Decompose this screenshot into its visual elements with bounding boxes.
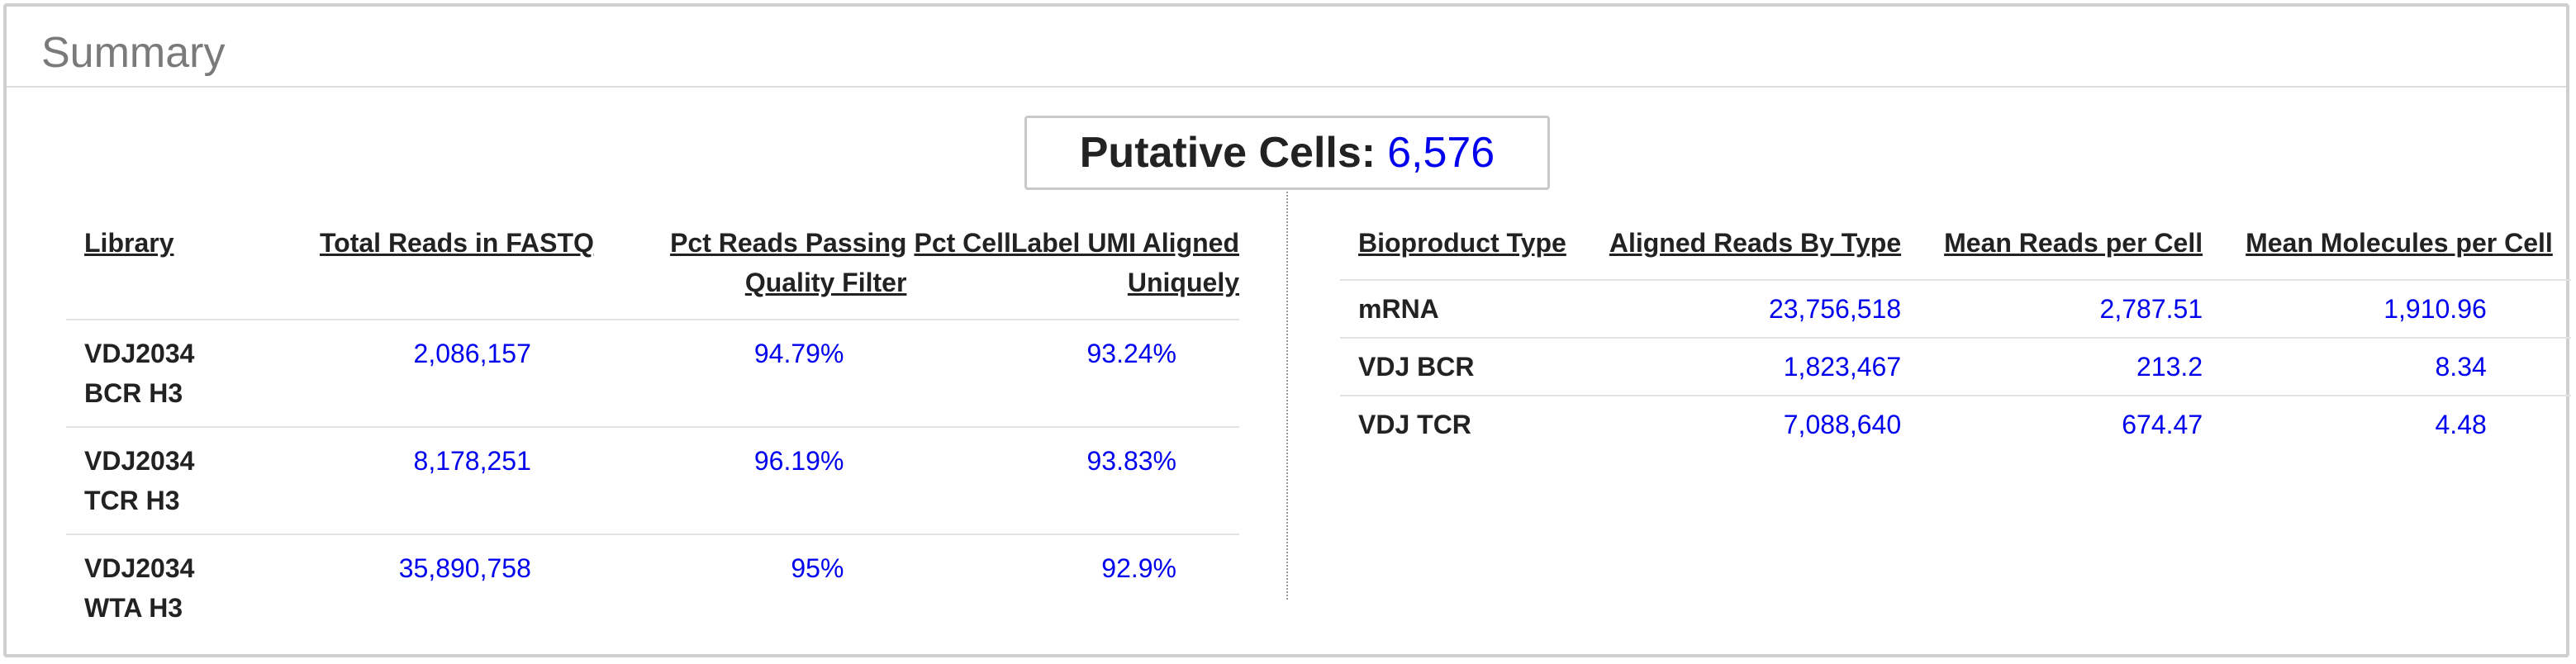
column-divider — [1286, 192, 1288, 600]
library-name: VDJ2034 TCR H3 — [84, 446, 195, 515]
panel-title: Summary — [41, 29, 226, 77]
bioproduct-type: VDJ BCR — [1358, 352, 1475, 382]
aligned-reads-value: 1,823,467 — [1783, 352, 1902, 382]
mean-reads-value: 213.2 — [2136, 352, 2203, 382]
pct-quality-value: 95% — [791, 553, 844, 583]
table-row: VDJ2034 TCR H3 8,178,251 96.19% 93.83% — [66, 427, 1239, 534]
pct-quality-value: 96.19% — [753, 446, 844, 476]
header-library[interactable]: Library — [84, 228, 174, 258]
library-name: VDJ2034 WTA H3 — [84, 553, 195, 623]
table-row: VDJ TCR 7,088,640 674.47 4.48 — [1340, 396, 2571, 453]
table-row: VDJ BCR 1,823,467 213.2 8.34 — [1340, 338, 2571, 396]
bioproduct-table: Bioproduct Type Aligned Reads By Type Me… — [1340, 210, 2571, 453]
header-aligned-reads[interactable]: Aligned Reads By Type — [1609, 228, 1902, 258]
mean-reads-value: 2,787.51 — [2099, 294, 2203, 324]
putative-cells-label: Putative Cells: — [1079, 129, 1376, 177]
header-total-reads[interactable]: Total Reads in FASTQ — [319, 228, 594, 258]
mean-molecules-value: 4.48 — [2435, 410, 2487, 439]
header-mean-reads[interactable]: Mean Reads per Cell — [1944, 228, 2203, 258]
pct-umi-value: 92.9% — [1101, 553, 1176, 583]
total-reads-value: 35,890,758 — [398, 553, 531, 583]
putative-cells-value: 6,576 — [1387, 129, 1495, 177]
header-pct-quality[interactable]: Pct Reads Passing Quality Filter — [670, 228, 907, 297]
table-row: VDJ2034 WTA H3 35,890,758 95% 92.9% — [66, 534, 1239, 641]
putative-cells-box: Putative Cells: 6,576 — [1024, 116, 1550, 190]
mean-reads-value: 674.47 — [2122, 410, 2203, 439]
bioproduct-type: mRNA — [1358, 294, 1439, 324]
mean-molecules-value: 8.34 — [2435, 352, 2487, 382]
table-row: mRNA 23,756,518 2,787.51 1,910.96 — [1340, 280, 2571, 338]
header-bioproduct-type[interactable]: Bioproduct Type — [1358, 228, 1566, 258]
total-reads-value: 2,086,157 — [413, 339, 531, 368]
pct-quality-value: 94.79% — [753, 339, 844, 368]
bioproduct-table-header-row: Bioproduct Type Aligned Reads By Type Me… — [1340, 210, 2571, 280]
pct-umi-value: 93.83% — [1086, 446, 1176, 476]
panel-header: Summary — [7, 7, 2566, 88]
aligned-reads-value: 7,088,640 — [1783, 410, 1902, 439]
library-name: VDJ2034 BCR H3 — [84, 339, 195, 408]
header-pct-umi[interactable]: Pct CellLabel UMI Aligned Uniquely — [914, 228, 1239, 297]
header-mean-molecules[interactable]: Mean Molecules per Cell — [2246, 228, 2553, 258]
pct-umi-value: 93.24% — [1086, 339, 1176, 368]
library-table: Library Total Reads in FASTQ Pct Reads P… — [66, 210, 1239, 641]
library-table-header-row: Library Total Reads in FASTQ Pct Reads P… — [66, 210, 1239, 320]
total-reads-value: 8,178,251 — [413, 446, 531, 476]
bioproduct-type: VDJ TCR — [1358, 410, 1471, 439]
aligned-reads-value: 23,756,518 — [1768, 294, 1902, 324]
mean-molecules-value: 1,910.96 — [2384, 294, 2487, 324]
table-row: VDJ2034 BCR H3 2,086,157 94.79% 93.24% — [66, 320, 1239, 427]
